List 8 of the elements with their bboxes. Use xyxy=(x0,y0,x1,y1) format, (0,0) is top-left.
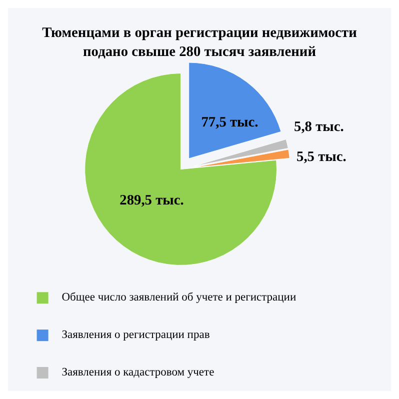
chart-title: Тюменцами в орган регистрации недвижимости подано свыше 280 тысяч заявлений xyxy=(42,24,357,60)
data-label: 5,8 тыс. xyxy=(294,118,344,135)
legend-label: Заявления о регистрации прав xyxy=(62,328,210,341)
data-label: 5,5 тыс. xyxy=(296,149,346,166)
data-label: 289,5 тыс. xyxy=(120,192,184,209)
legend-label: Заявления о кадастровом учете xyxy=(62,366,214,378)
legend-label: Общее число заявлений об учете и регистрации xyxy=(62,292,296,304)
data-label: 77,5 тыс. xyxy=(201,114,258,130)
